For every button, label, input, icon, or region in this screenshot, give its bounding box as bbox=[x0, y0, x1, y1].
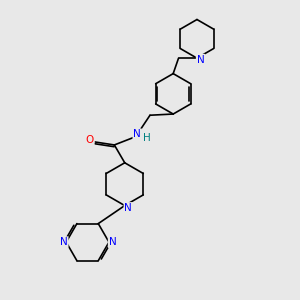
Text: N: N bbox=[197, 55, 204, 64]
Text: O: O bbox=[85, 136, 94, 146]
Text: N: N bbox=[133, 129, 141, 139]
Text: N: N bbox=[60, 237, 68, 247]
Text: N: N bbox=[109, 237, 116, 247]
Text: N: N bbox=[124, 203, 132, 213]
Text: H: H bbox=[143, 133, 151, 143]
